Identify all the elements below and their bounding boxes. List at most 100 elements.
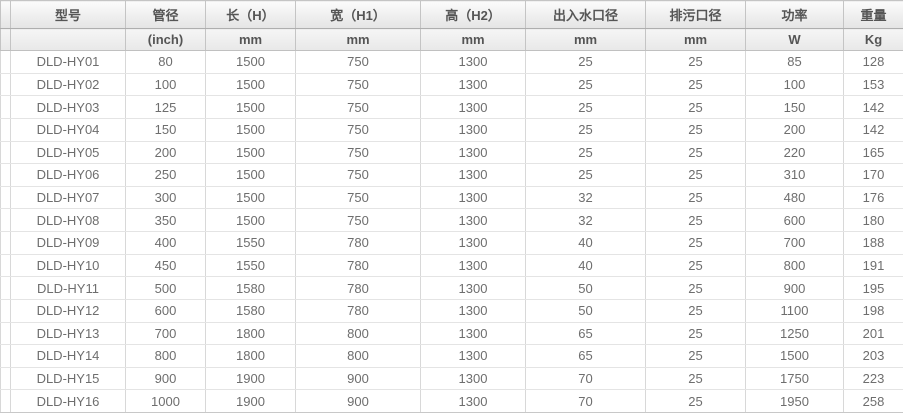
table-row: DLD-HY08 350 1500 750 1300 32 25 600 180 [0,208,903,232]
value-cell: 203 [843,344,903,368]
table-row: DLD-HY05 200 1500 750 1300 25 25 220 165 [0,140,903,165]
value-cell: 128 [843,50,903,74]
value-cell: 750 [295,163,421,187]
model-cell: DLD-HY15 [10,366,126,391]
value-cell: 600 [125,298,206,323]
model-cell: DLD-HY02 [10,72,126,97]
value-cell: 1300 [420,95,526,119]
value-cell: 450 [125,253,206,278]
value-cell: 200 [745,117,844,142]
model-cell: DLD-HY10 [10,253,126,278]
value-cell: 780 [295,231,421,255]
value-cell: 25 [645,50,746,74]
value-cell: 188 [843,231,903,255]
value-cell: 1300 [420,231,526,255]
value-cell: 1580 [205,298,296,323]
value-cell: 1300 [420,253,526,278]
value-cell: 750 [295,208,421,232]
value-cell: 65 [525,321,646,346]
table-row: DLD-HY01 80 1500 750 1300 25 25 85 128 [0,50,903,74]
value-cell: 25 [645,298,746,323]
model-cell: DLD-HY16 [10,389,126,413]
value-cell: 1500 [205,185,296,210]
value-cell: 25 [645,208,746,232]
row-gap-cell [0,321,11,346]
value-cell: 223 [843,366,903,391]
column-header: 出入水口径 [525,0,646,29]
value-cell: 780 [295,276,421,300]
header-row-labels: 型号 管径 长（H） 宽（H1） 高（H2） 出入水口径 排污口径 功率 重量 [0,0,903,29]
value-cell: 1750 [745,366,844,391]
row-gap-cell [0,276,11,300]
value-cell: 1000 [125,389,206,413]
value-cell: 750 [295,185,421,210]
table-row: DLD-HY07 300 1500 750 1300 32 25 480 176 [0,185,903,210]
value-cell: 165 [843,140,903,165]
table-row: DLD-HY13 700 1800 800 1300 65 25 1250 201 [0,321,903,346]
value-cell: 500 [125,276,206,300]
model-cell: DLD-HY05 [10,140,126,165]
value-cell: 70 [525,389,646,413]
value-cell: 350 [125,208,206,232]
value-cell: 1500 [205,208,296,232]
header-gap-cell [0,0,11,29]
value-cell: 1950 [745,389,844,413]
column-header: 重量 [843,0,903,29]
value-cell: 600 [745,208,844,232]
value-cell: 32 [525,185,646,210]
value-cell: 1300 [420,50,526,74]
column-header: 长（H） [205,0,296,29]
value-cell: 50 [525,298,646,323]
column-header: 功率 [745,0,844,29]
column-unit: mm [205,28,296,51]
header-row-units: (inch) mm mm mm mm mm W Kg [0,28,903,51]
value-cell: 700 [125,321,206,346]
value-cell: 100 [745,72,844,97]
value-cell: 25 [645,117,746,142]
value-cell: 195 [843,276,903,300]
value-cell: 176 [843,185,903,210]
row-gap-cell [0,253,11,278]
model-cell: DLD-HY11 [10,276,126,300]
value-cell: 750 [295,95,421,119]
row-gap-cell [0,231,11,255]
value-cell: 1300 [420,344,526,368]
value-cell: 1800 [205,321,296,346]
table-row: DLD-HY06 250 1500 750 1300 25 25 310 170 [0,163,903,187]
value-cell: 800 [745,253,844,278]
value-cell: 750 [295,50,421,74]
column-unit: mm [645,28,746,51]
value-cell: 70 [525,366,646,391]
row-gap-cell [0,344,11,368]
column-unit: mm [525,28,646,51]
column-header: 管径 [125,0,206,29]
value-cell: 1550 [205,253,296,278]
value-cell: 1800 [205,344,296,368]
value-cell: 200 [125,140,206,165]
value-cell: 25 [645,231,746,255]
value-cell: 1300 [420,140,526,165]
value-cell: 25 [645,72,746,97]
value-cell: 25 [645,140,746,165]
table-row: DLD-HY03 125 1500 750 1300 25 25 150 142 [0,95,903,119]
value-cell: 400 [125,231,206,255]
value-cell: 480 [745,185,844,210]
column-unit: (inch) [125,28,206,51]
table-row: DLD-HY04 150 1500 750 1300 25 25 200 142 [0,117,903,142]
value-cell: 800 [295,321,421,346]
value-cell: 25 [525,95,646,119]
spec-table-body: DLD-HY01 80 1500 750 1300 25 25 85 128 DLD-HY02 10… [0,50,903,413]
column-unit: Kg [843,28,903,51]
value-cell: 25 [525,50,646,74]
value-cell: 201 [843,321,903,346]
value-cell: 1300 [420,185,526,210]
value-cell: 25 [525,117,646,142]
value-cell: 25 [645,321,746,346]
value-cell: 1500 [205,50,296,74]
value-cell: 25 [525,140,646,165]
table-row: DLD-HY09 400 1550 780 1300 40 25 700 188 [0,231,903,255]
value-cell: 142 [843,95,903,119]
table-row: DLD-HY02 100 1500 750 1300 25 25 100 153 [0,72,903,97]
value-cell: 800 [295,344,421,368]
table-row: DLD-HY16 1000 1900 900 1300 70 25 1950 258 [0,389,903,413]
